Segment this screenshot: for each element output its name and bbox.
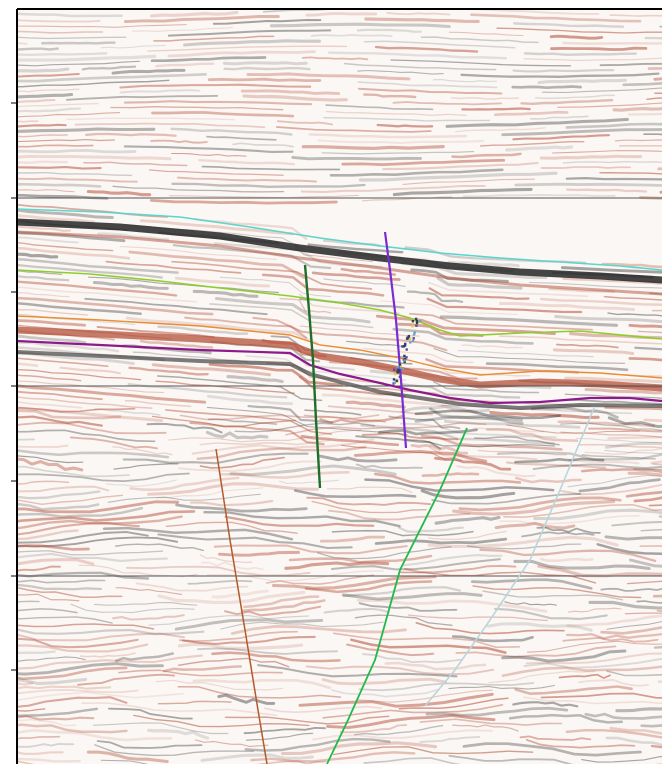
reflector-event — [7, 150, 135, 152]
fault-pick-point — [415, 318, 417, 320]
reflector-event — [644, 134, 662, 135]
reflector-event — [610, 15, 662, 16]
fault-pick-point — [414, 331, 416, 333]
reflector-event — [5, 53, 107, 55]
fault-pick-point — [408, 335, 410, 337]
fault-pick-point — [419, 320, 421, 322]
fault-pick-point — [393, 378, 395, 380]
fault-pick-point — [403, 345, 405, 347]
reflector-event — [42, 43, 114, 44]
fault-pick-point — [394, 373, 396, 375]
fault-pick-point — [416, 322, 418, 324]
fault-pick-point — [393, 369, 395, 371]
fault-pick-point — [406, 348, 408, 350]
reflector-event — [525, 53, 636, 54]
reflector-event — [225, 68, 310, 69]
fault-pick-point — [396, 370, 398, 372]
fault-pick-point — [403, 359, 405, 361]
fault-pick-point — [394, 382, 396, 384]
reflector-event — [303, 147, 443, 149]
reflector-event — [539, 80, 626, 82]
fault-pick-point — [402, 368, 404, 370]
fault-pick-point — [399, 363, 401, 365]
fault-pick-point — [415, 325, 417, 327]
reflector-event — [552, 48, 646, 49]
reflector-event — [307, 14, 376, 16]
fault-pick-point — [403, 355, 405, 357]
fault-pick-point — [412, 340, 414, 342]
fault-pick-point — [412, 320, 414, 322]
fault-pick-point — [399, 376, 401, 378]
reflector-event — [462, 109, 529, 110]
fault-pick-point — [409, 341, 411, 343]
reflector-event — [293, 157, 421, 159]
fault-pick-point — [413, 337, 415, 339]
fault-pick-point — [409, 338, 411, 340]
reflector-event — [513, 87, 581, 88]
fault-pick-point — [411, 325, 413, 327]
reflector-event — [209, 79, 319, 80]
reflector-event — [224, 63, 306, 64]
fault-pick-point — [396, 366, 398, 368]
